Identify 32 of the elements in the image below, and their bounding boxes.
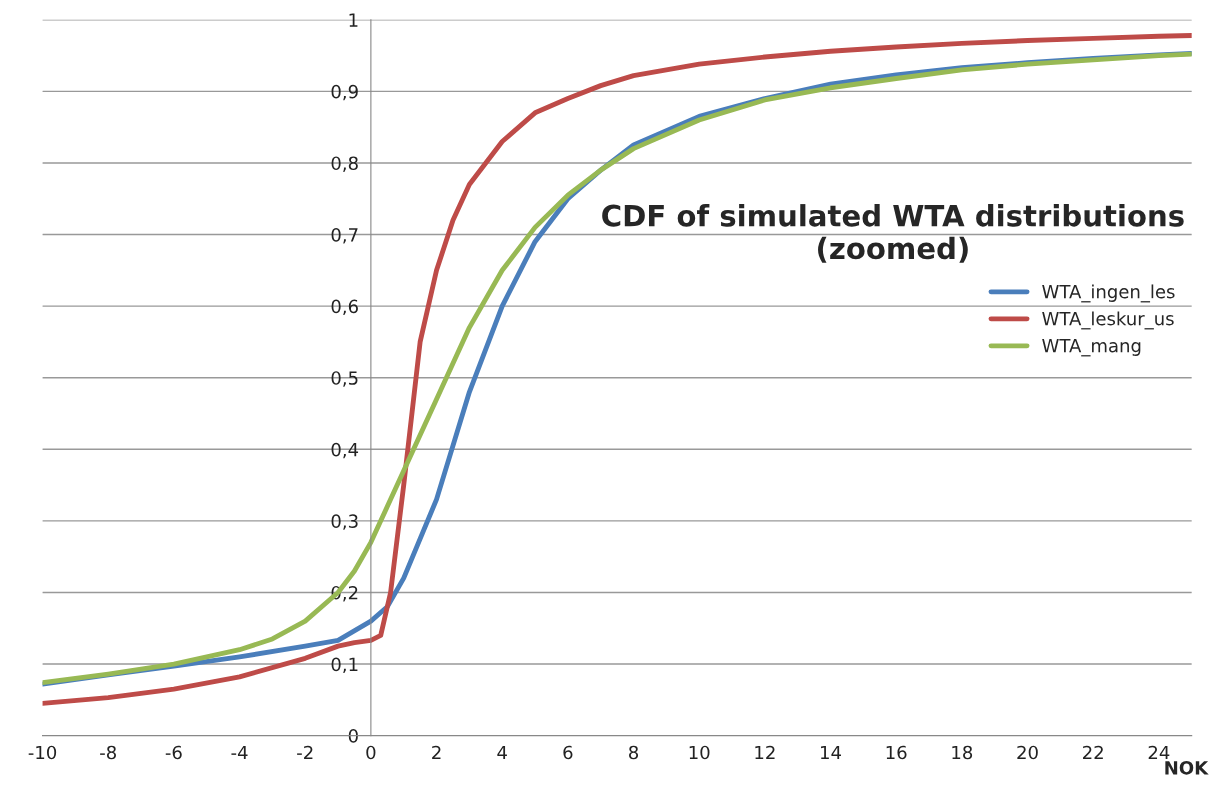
legend-label: WTA_ingen_les — [1042, 284, 1175, 303]
x-tick-label: 20 — [1017, 745, 1038, 760]
x-tick-label: 8 — [629, 745, 639, 760]
y-tick-label: 0,8 — [331, 156, 358, 172]
y-tick-label: 0,1 — [331, 657, 358, 673]
x-tick-label: 18 — [952, 745, 973, 760]
y-tick-label: 1 — [349, 13, 358, 27]
x-tick-label: 10 — [689, 745, 710, 760]
x-tick-label: -6 — [165, 745, 182, 760]
x-tick-label: 12 — [755, 745, 775, 760]
x-axis-title: NOK — [1165, 761, 1209, 775]
x-tick-label: -10 — [28, 745, 57, 760]
x-tick-label: 6 — [563, 745, 573, 760]
y-tick-label: 0,3 — [331, 514, 358, 530]
x-tick-label: 24 — [1148, 745, 1170, 760]
text: CDF of simulated WTA distributions (zoomed) — [602, 204, 1184, 263]
legend-label: WTA_mang — [1042, 339, 1141, 357]
legend-label: WTA_leskur_us — [1042, 311, 1174, 330]
y-tick-label: 0,9 — [331, 84, 358, 101]
x-tick-label: 0 — [366, 745, 376, 760]
x-tick-label: 16 — [886, 745, 907, 760]
y-tick-label: 0,6 — [331, 299, 358, 316]
y-tick-label: 0,4 — [331, 442, 359, 459]
x-tick-label: -2 — [297, 745, 313, 760]
x-tick-label: 22 — [1083, 745, 1103, 760]
x-tick-label: 14 — [821, 745, 841, 760]
x-tick-label: -4 — [231, 745, 248, 760]
x-tick-label: 4 — [497, 745, 507, 760]
y-tick-label: 0,7 — [331, 227, 358, 244]
y-tick-label: 0,5 — [331, 371, 358, 387]
x-tick-label: -8 — [100, 745, 116, 760]
x-tick-label: 2 — [432, 745, 441, 760]
